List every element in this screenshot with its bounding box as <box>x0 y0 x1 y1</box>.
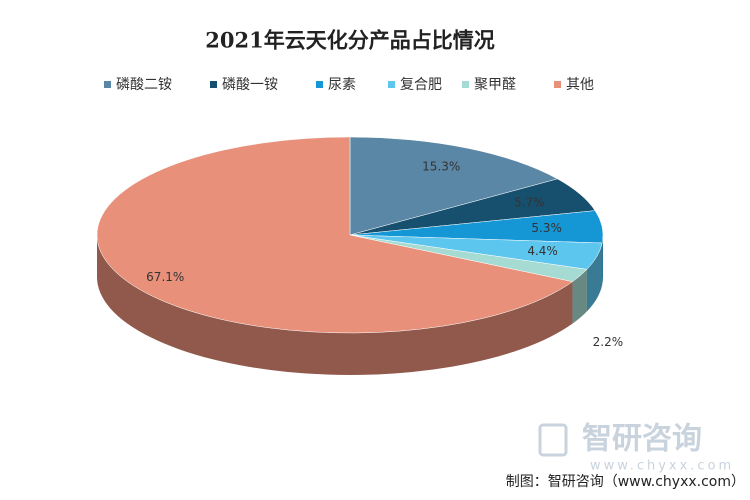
legend-label: 磷酸一铵 <box>222 77 278 93</box>
source-note: 制图：智研咨询（www.chyxx.com） <box>506 474 745 490</box>
slice-side <box>97 235 573 375</box>
legend-swatch <box>388 81 395 88</box>
legend-label: 其他 <box>566 77 594 93</box>
legend-label: 聚甲醛 <box>474 77 516 93</box>
slice-side <box>586 242 603 312</box>
legend-label: 复合肥 <box>400 76 442 93</box>
data-label: 4.4% <box>527 244 558 258</box>
slice-side <box>602 235 603 285</box>
legend-swatch <box>104 81 111 88</box>
slice-side <box>572 269 587 324</box>
slice <box>96 136 574 334</box>
legend-swatch <box>210 81 217 88</box>
data-label: 15.3% <box>422 160 460 174</box>
legend-swatch <box>462 81 469 88</box>
chart-title: 2021年云天化分产品占比情况 <box>205 28 494 53</box>
pie-sides <box>97 235 603 375</box>
data-label: 5.3% <box>531 221 562 235</box>
watermark-logo: 智研咨询 www.chyxx.com <box>538 422 734 474</box>
data-label: 5.7% <box>514 196 545 210</box>
data-label: 67.1% <box>146 270 184 284</box>
legend-swatch <box>316 81 323 88</box>
watermark-icon <box>538 423 568 457</box>
legend-label: 尿素 <box>328 77 356 93</box>
watermark-url: www.chyxx.com <box>590 459 734 474</box>
legend-swatch <box>554 81 561 88</box>
slice <box>349 136 559 236</box>
legend-label: 磷酸二铵 <box>116 77 172 93</box>
watermark-text: 智研咨询 <box>582 422 702 457</box>
data-label: 2.2% <box>593 335 624 349</box>
pie-tops <box>96 136 604 334</box>
